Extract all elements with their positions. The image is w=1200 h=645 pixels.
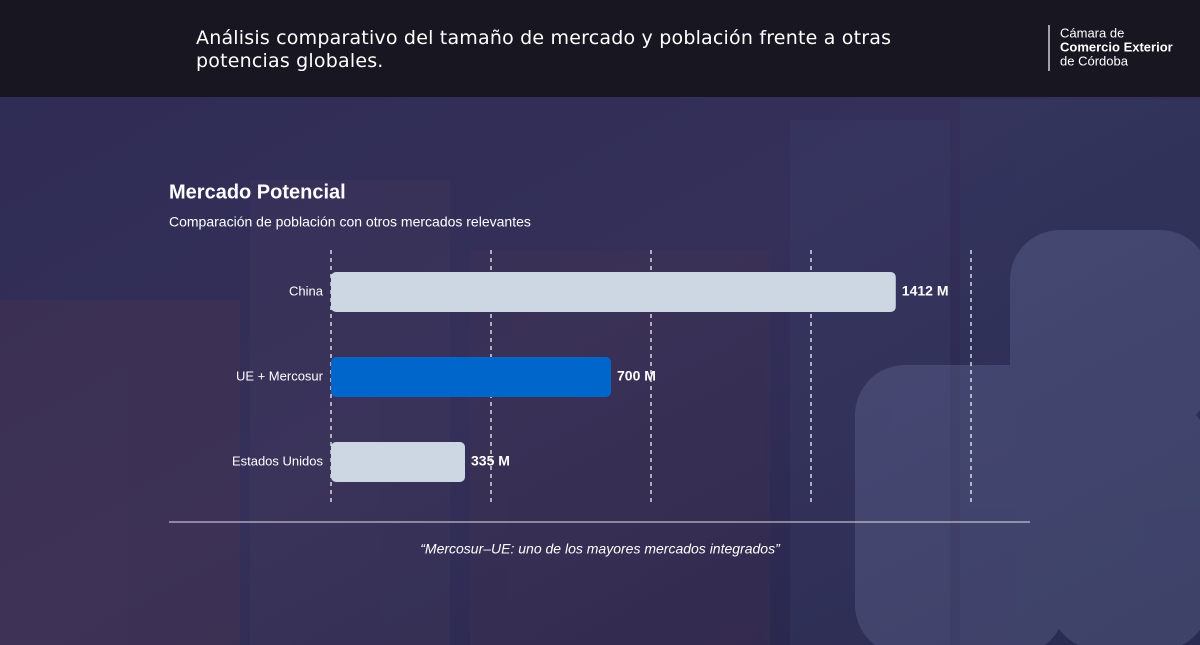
logo-text: Comercio Exterior bbox=[1060, 39, 1173, 54]
logo-text: Cámara de bbox=[1060, 25, 1124, 40]
header-bar bbox=[0, 0, 1200, 97]
quote: “Mercosur–UE: uno de los mayores mercado… bbox=[420, 541, 781, 557]
header-title: Análisis comparativo del tamaño de merca… bbox=[196, 27, 892, 72]
y-tick-label: UE + Mercosur bbox=[236, 368, 324, 383]
bar bbox=[331, 357, 611, 397]
y-tick-label: China bbox=[289, 283, 324, 298]
value-label: 1412 M bbox=[902, 283, 949, 299]
decor-shapes bbox=[855, 230, 1200, 645]
logo-text: de Córdoba bbox=[1060, 53, 1129, 68]
value-label: 700 M bbox=[617, 368, 656, 384]
y-tick-label: Estados Unidos bbox=[232, 453, 324, 468]
bar bbox=[331, 272, 896, 312]
chart-title: Mercado Potencial bbox=[169, 181, 346, 203]
value-label: 335 M bbox=[471, 453, 510, 469]
bar bbox=[331, 442, 465, 482]
container-texture bbox=[0, 100, 1200, 645]
chart-subtitle: Comparación de población con otros merca… bbox=[169, 214, 531, 230]
